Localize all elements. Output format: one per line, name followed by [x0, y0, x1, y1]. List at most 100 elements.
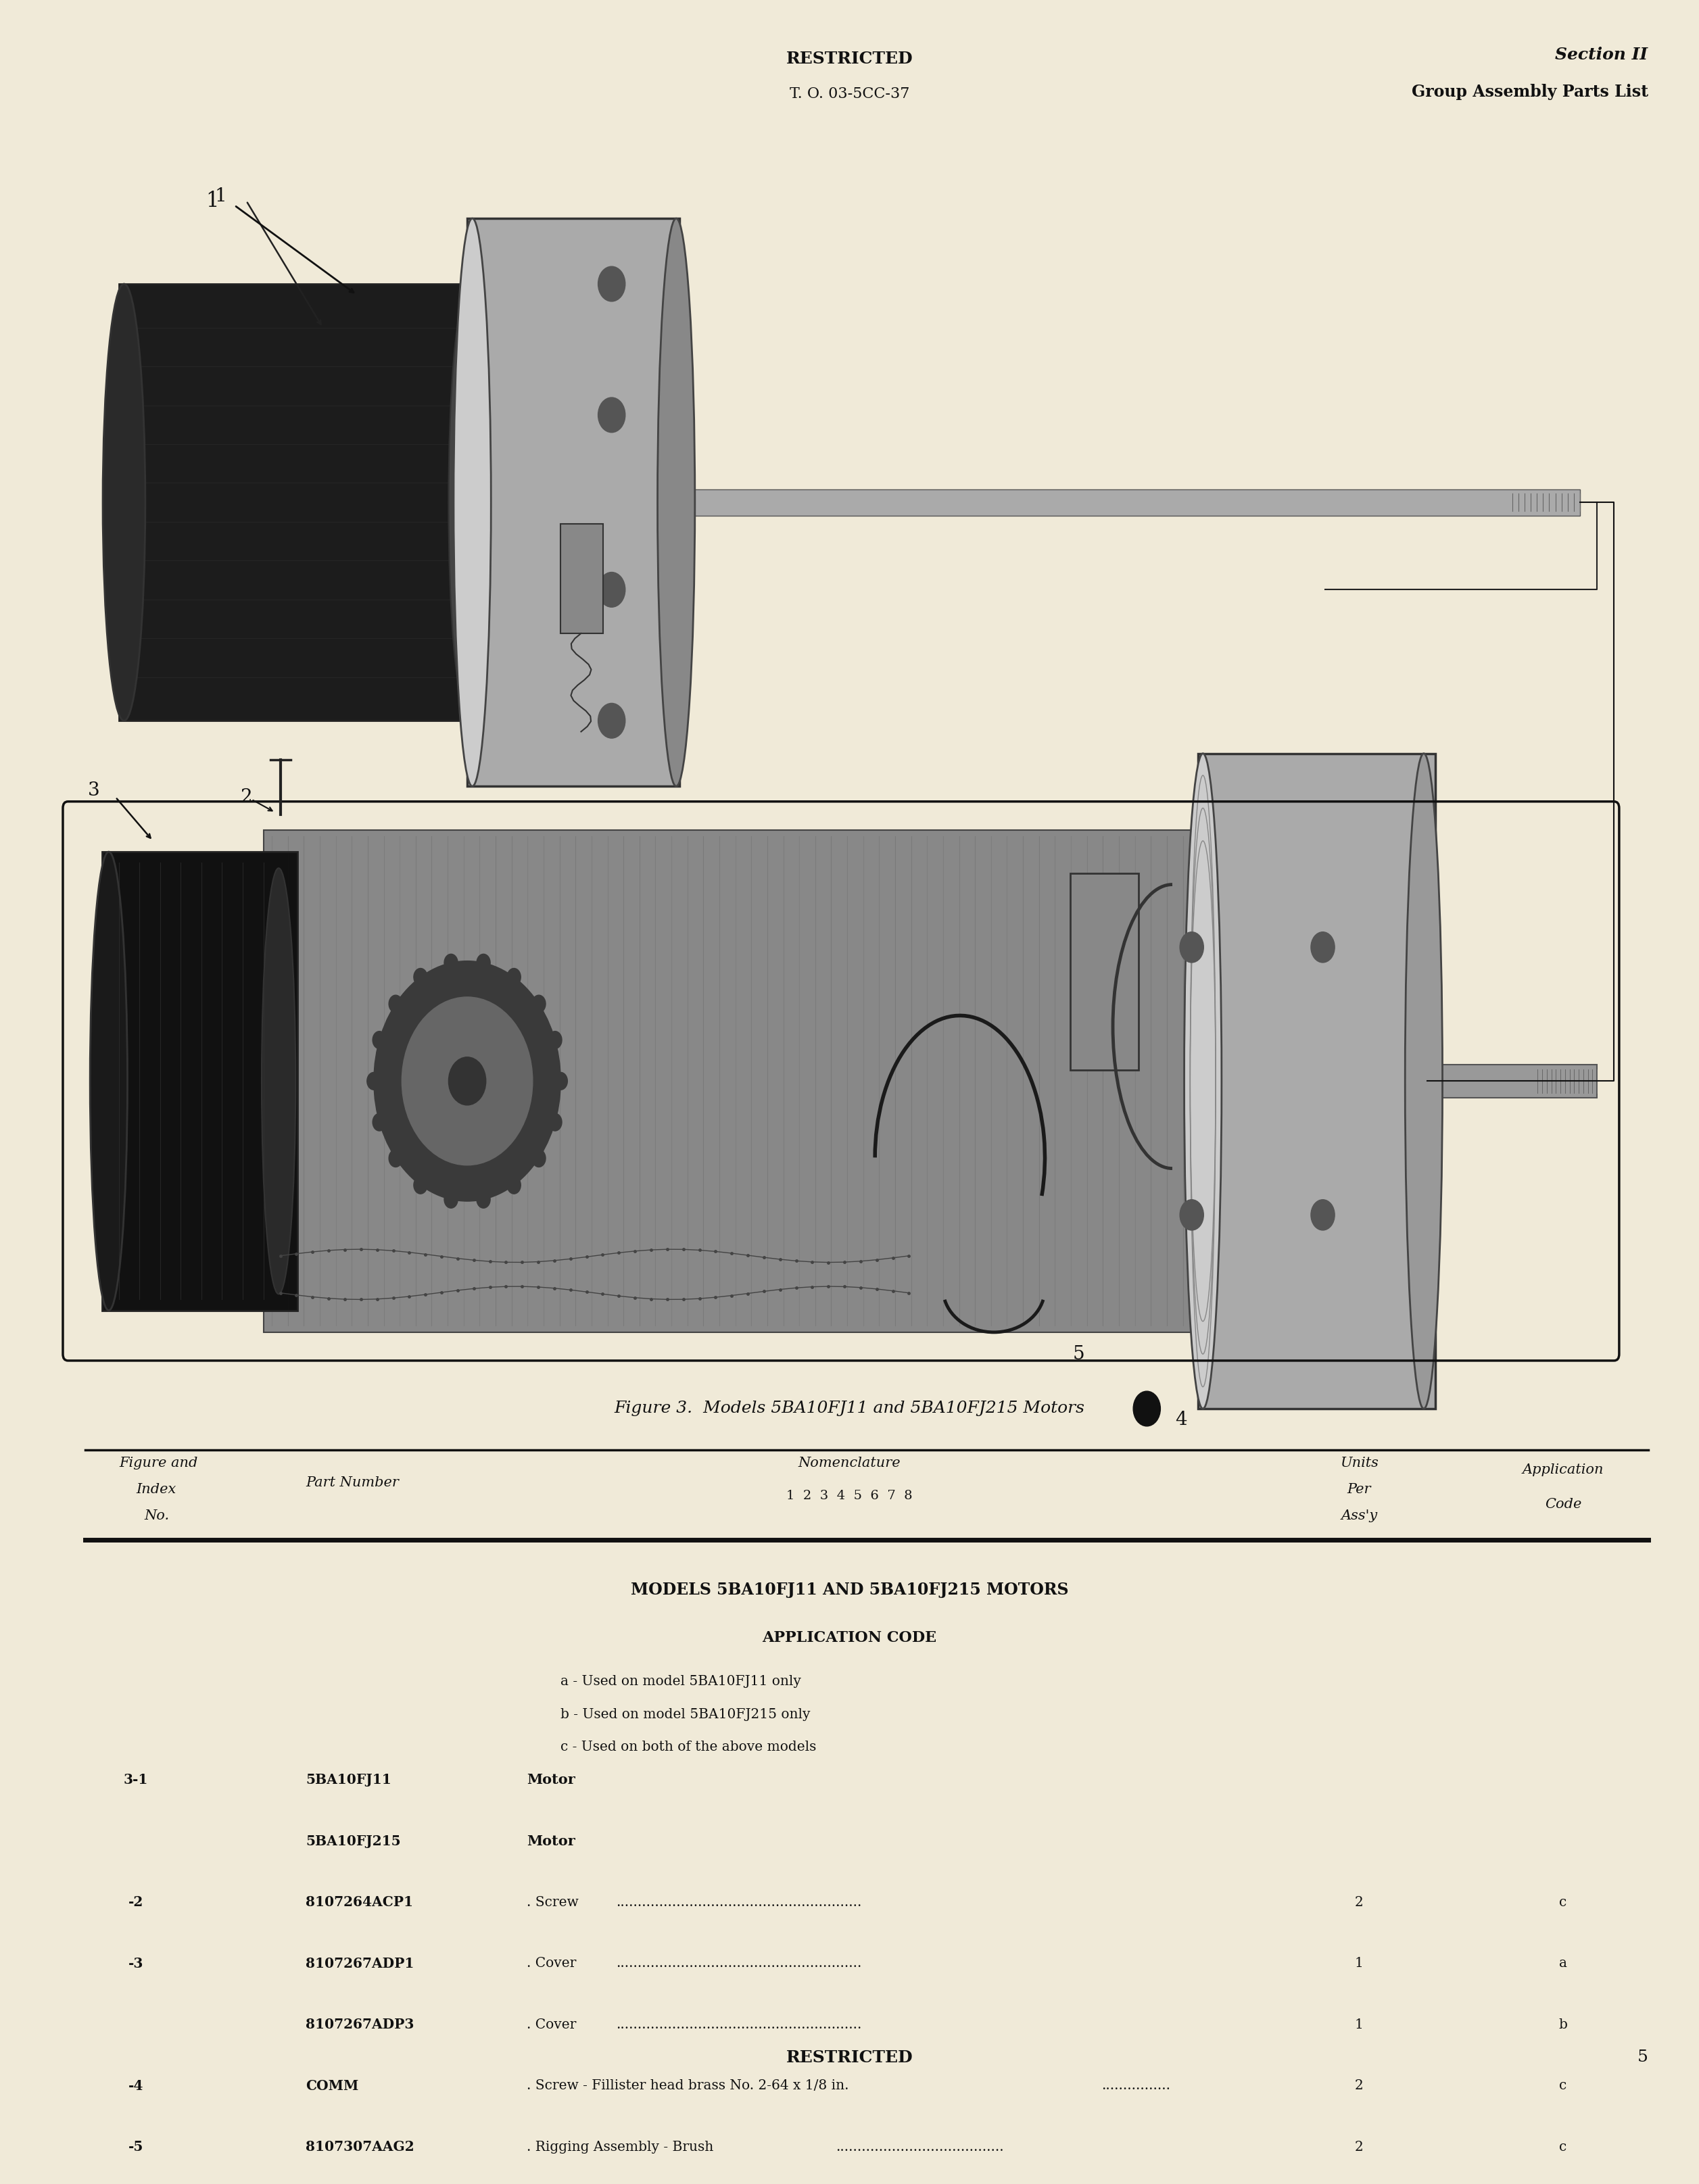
Text: -4: -4 — [129, 2079, 143, 2092]
Text: Ass'y: Ass'y — [1341, 1509, 1378, 1522]
Ellipse shape — [90, 852, 127, 1310]
Circle shape — [1179, 1199, 1203, 1230]
Circle shape — [1179, 933, 1203, 963]
Ellipse shape — [1184, 753, 1222, 1409]
Circle shape — [374, 961, 561, 1201]
Text: a: a — [1560, 1957, 1566, 1970]
Text: Motor: Motor — [527, 1835, 576, 1848]
Bar — [561, 524, 603, 633]
Text: RESTRICTED: RESTRICTED — [787, 50, 912, 68]
Text: c: c — [1560, 2140, 1566, 2153]
Text: 4: 4 — [1174, 1411, 1188, 1428]
Circle shape — [598, 572, 625, 607]
Text: Section II: Section II — [1555, 46, 1648, 63]
Text: -5: -5 — [129, 2140, 143, 2153]
Circle shape — [598, 266, 625, 301]
Text: No.: No. — [144, 1509, 170, 1522]
Text: 3-1: 3-1 — [124, 1773, 148, 1787]
Text: RESTRICTED: RESTRICTED — [787, 2049, 912, 2066]
Text: 8107264ACP1: 8107264ACP1 — [306, 1896, 413, 1909]
Text: .........................................................: ........................................… — [617, 1957, 861, 1970]
Text: . Rigging Assembly - Brush: . Rigging Assembly - Brush — [527, 2140, 714, 2153]
Ellipse shape — [658, 218, 695, 786]
Circle shape — [372, 1031, 386, 1048]
Text: c - Used on both of the above models: c - Used on both of the above models — [561, 1741, 817, 1754]
Circle shape — [508, 1177, 522, 1195]
FancyBboxPatch shape — [119, 284, 476, 721]
Bar — [263, 830, 1223, 1332]
Text: 8107267ADP1: 8107267ADP1 — [306, 1957, 415, 1970]
Text: 1: 1 — [206, 190, 219, 212]
Text: 8107267ADP3: 8107267ADP3 — [306, 2018, 415, 2031]
Circle shape — [532, 1149, 545, 1166]
Ellipse shape — [102, 284, 144, 721]
Circle shape — [549, 1031, 562, 1048]
Text: 8107307AAG2: 8107307AAG2 — [306, 2140, 415, 2153]
Circle shape — [415, 968, 428, 985]
Circle shape — [443, 1190, 457, 1208]
Circle shape — [449, 1057, 486, 1105]
Text: -2: -2 — [129, 1896, 143, 1909]
Text: Units: Units — [1341, 1457, 1378, 1470]
Ellipse shape — [449, 295, 486, 710]
Text: 2: 2 — [240, 788, 253, 806]
Text: Part Number: Part Number — [306, 1476, 399, 1489]
Circle shape — [477, 954, 491, 972]
Text: Per: Per — [1347, 1483, 1371, 1496]
Text: Code: Code — [1544, 1498, 1582, 1511]
Text: Motor: Motor — [527, 1773, 576, 1787]
Text: . Screw: . Screw — [527, 1896, 579, 1909]
Circle shape — [413, 1177, 428, 1195]
Text: c: c — [1560, 2079, 1566, 2092]
Text: 5BA10FJ11: 5BA10FJ11 — [306, 1773, 391, 1787]
Circle shape — [1312, 1199, 1335, 1230]
Text: APPLICATION CODE: APPLICATION CODE — [763, 1631, 936, 1645]
Circle shape — [403, 996, 533, 1166]
Bar — [1422, 1066, 1597, 1096]
Text: . Cover: . Cover — [527, 1957, 576, 1970]
Text: .......................................: ....................................... — [836, 2140, 1004, 2153]
Circle shape — [1312, 933, 1335, 963]
Circle shape — [367, 1072, 381, 1090]
Circle shape — [372, 1114, 386, 1131]
Text: 1: 1 — [1354, 1957, 1364, 1970]
Circle shape — [1133, 1391, 1160, 1426]
Text: 5: 5 — [1638, 2049, 1648, 2066]
Text: 1  2  3  4  5  6  7  8: 1 2 3 4 5 6 7 8 — [787, 1489, 912, 1503]
Text: MODELS 5BA10FJ11 AND 5BA10FJ215 MOTORS: MODELS 5BA10FJ11 AND 5BA10FJ215 MOTORS — [630, 1581, 1069, 1599]
Text: T. O. 03-5CC-37: T. O. 03-5CC-37 — [790, 87, 909, 100]
Circle shape — [598, 397, 625, 432]
Text: 3: 3 — [87, 782, 100, 799]
Text: 2: 2 — [1354, 2079, 1364, 2092]
Ellipse shape — [262, 869, 296, 1293]
Text: Application: Application — [1522, 1463, 1604, 1476]
Text: 2: 2 — [1354, 1896, 1364, 1909]
Text: Nomenclature: Nomenclature — [799, 1457, 900, 1470]
Bar — [1070, 874, 1138, 1070]
Text: Figure 3.  Models 5BA10FJ11 and 5BA10FJ215 Motors: Figure 3. Models 5BA10FJ11 and 5BA10FJ21… — [615, 1400, 1084, 1417]
Circle shape — [508, 968, 522, 985]
Circle shape — [443, 954, 457, 972]
Text: 5: 5 — [1072, 1345, 1086, 1363]
Circle shape — [389, 996, 403, 1013]
Bar — [1198, 753, 1436, 1409]
Circle shape — [554, 1072, 567, 1090]
Text: . Screw - Fillister head brass No. 2-64 x 1/8 in.: . Screw - Fillister head brass No. 2-64 … — [527, 2079, 850, 2092]
Bar — [102, 852, 297, 1310]
Text: Figure and: Figure and — [119, 1457, 197, 1470]
Circle shape — [549, 1114, 562, 1131]
Text: 2: 2 — [1354, 2140, 1364, 2153]
Text: c: c — [1560, 1896, 1566, 1909]
Text: 1: 1 — [214, 188, 228, 205]
Circle shape — [598, 703, 625, 738]
Text: COMM: COMM — [306, 2079, 358, 2092]
Text: b: b — [1558, 2018, 1568, 2031]
Bar — [671, 489, 1580, 515]
Text: 1: 1 — [1354, 2018, 1364, 2031]
Text: .........................................................: ........................................… — [617, 1896, 861, 1909]
Circle shape — [532, 996, 545, 1013]
Text: . Cover: . Cover — [527, 2018, 576, 2031]
Text: .........................................................: ........................................… — [617, 2018, 861, 2031]
Ellipse shape — [1405, 753, 1442, 1409]
Text: Group Assembly Parts List: Group Assembly Parts List — [1412, 83, 1648, 100]
